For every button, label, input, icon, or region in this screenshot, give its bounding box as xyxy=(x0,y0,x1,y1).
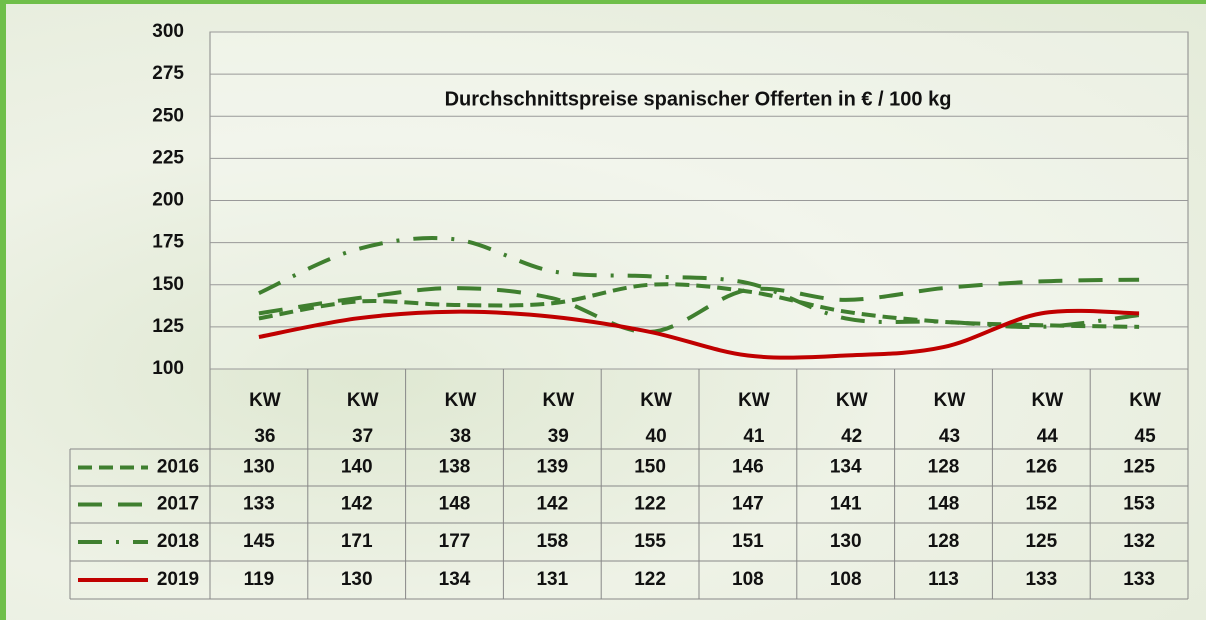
table-value: 113 xyxy=(928,569,959,590)
x-tick-label: KW 42 xyxy=(835,390,868,447)
x-tick-label: KW 45 xyxy=(1129,390,1161,447)
x-tick-label: KW 44 xyxy=(1031,390,1064,447)
table-value: 130 xyxy=(243,457,275,478)
series-line xyxy=(258,277,1140,334)
table-value: 155 xyxy=(634,531,666,552)
y-tick-label: 100 xyxy=(152,358,184,379)
series-line xyxy=(258,236,1140,330)
y-tick-label: 250 xyxy=(152,105,184,126)
y-tick-label: 175 xyxy=(152,232,184,253)
table-value: 146 xyxy=(732,457,764,478)
y-tick-label: 150 xyxy=(152,274,184,295)
legend-label: 2016 xyxy=(157,457,199,478)
table-value: 130 xyxy=(830,531,862,552)
table-value: 122 xyxy=(634,569,666,590)
table-value: 142 xyxy=(536,494,568,515)
legend-label: 2018 xyxy=(157,531,199,552)
table-value: 108 xyxy=(732,569,764,590)
table-value: 158 xyxy=(536,531,568,552)
table-value: 152 xyxy=(1025,494,1057,515)
table-value: 131 xyxy=(536,569,568,590)
table-value: 134 xyxy=(830,457,862,478)
table-value: 153 xyxy=(1123,494,1155,515)
table-value: 142 xyxy=(341,494,373,515)
table-value: 151 xyxy=(732,531,764,552)
table-value: 148 xyxy=(439,494,471,515)
y-tick-label: 275 xyxy=(152,63,184,84)
table-value: 133 xyxy=(1123,569,1155,590)
table-value: 145 xyxy=(243,531,275,552)
table-value: 148 xyxy=(928,494,960,515)
x-tick-label: KW 39 xyxy=(542,390,575,447)
table-value: 119 xyxy=(244,569,275,590)
x-tick-label: KW 40 xyxy=(640,390,672,447)
table-value: 130 xyxy=(341,569,373,590)
table-value: 141 xyxy=(830,494,862,515)
table-value: 125 xyxy=(1123,457,1155,478)
x-tick-label: KW 37 xyxy=(346,390,379,447)
table-value: 134 xyxy=(439,569,471,590)
x-tick-label: KW 36 xyxy=(249,390,281,447)
legend-label: 2019 xyxy=(157,569,199,590)
chart-title: Durchschnittspreise spanischer Offerten … xyxy=(445,88,952,110)
table-value: 128 xyxy=(928,457,960,478)
x-tick-label: KW 38 xyxy=(444,390,477,447)
table-value: 133 xyxy=(1025,569,1057,590)
x-tick-label: KW 41 xyxy=(738,390,770,447)
table-value: 126 xyxy=(1025,457,1057,478)
table-value: 139 xyxy=(536,457,568,478)
table-value: 125 xyxy=(1025,531,1057,552)
table-value: 138 xyxy=(439,457,471,478)
table-value: 133 xyxy=(243,494,275,515)
table-value: 140 xyxy=(341,457,373,478)
y-tick-label: 225 xyxy=(152,147,184,168)
y-tick-label: 200 xyxy=(152,190,184,211)
chart: Durchschnittspreise spanischer Offerten … xyxy=(69,21,1189,600)
legend-label: 2017 xyxy=(157,494,199,515)
table-value: 122 xyxy=(634,494,666,515)
table-value: 150 xyxy=(634,457,666,478)
table-value: 171 xyxy=(341,531,373,552)
x-tick-label: KW 43 xyxy=(933,390,966,447)
y-tick-label: 300 xyxy=(152,21,184,42)
series-line xyxy=(258,308,1140,360)
table-value: 132 xyxy=(1123,531,1155,552)
table-value: 128 xyxy=(928,531,960,552)
table-value: 108 xyxy=(830,569,862,590)
table-value: 147 xyxy=(732,494,764,515)
y-tick-label: 125 xyxy=(152,316,184,337)
table-value: 177 xyxy=(439,531,471,552)
